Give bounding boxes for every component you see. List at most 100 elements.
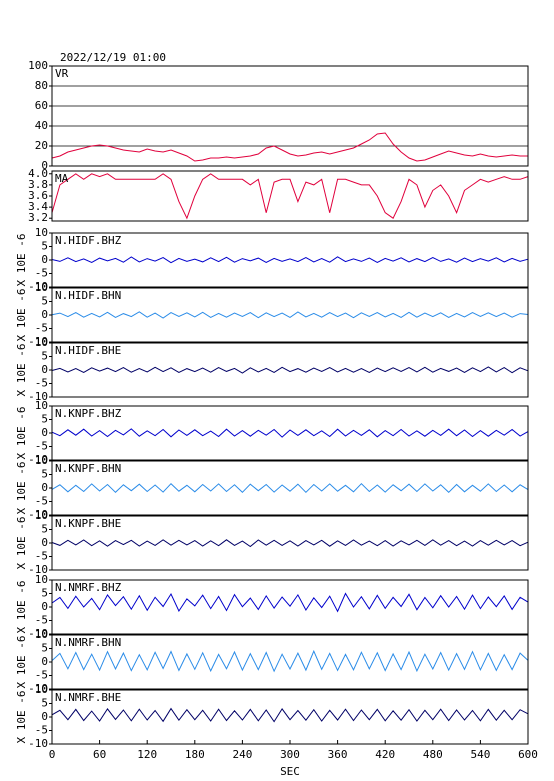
panel-title: VR — [55, 67, 69, 80]
y-tick-label: 0 — [41, 481, 48, 494]
panel-title: N.HIDF.BHZ — [55, 234, 122, 247]
y-tick-label: -10 — [28, 682, 48, 695]
panel-frame — [51, 342, 529, 398]
y-tick-label: -10 — [28, 508, 48, 521]
panel-title: N.KNPF.BHE — [55, 517, 121, 530]
panel-title: N.NMRF.BHZ — [55, 581, 122, 594]
y-tick-label: 40 — [35, 119, 48, 132]
y-tick-label: -5 — [35, 550, 48, 563]
y-tick-label: 0 — [41, 655, 48, 668]
y-tick-label: 10 — [35, 399, 48, 412]
y-axis-label: X 10E -6 — [15, 462, 28, 515]
y-tick-label: 3.2 — [28, 211, 48, 224]
panel-frame — [51, 634, 529, 690]
y-axis-label: X 10E -6 — [15, 289, 28, 342]
y-axis-label: X 10E -6 — [15, 691, 28, 744]
panel-title: N.KNPF.BHN — [55, 462, 121, 475]
y-tick-label: -10 — [28, 390, 48, 403]
y-tick-label: 5 — [41, 295, 48, 308]
y-tick-label: 0 — [41, 308, 48, 321]
y-tick-label: 0 — [41, 159, 48, 172]
y-tick-label: 5 — [41, 240, 48, 253]
y-tick-label: -5 — [35, 669, 48, 682]
panel-frame — [51, 65, 529, 167]
x-tick-label: 60 — [93, 748, 106, 761]
y-tick-label: 10 — [35, 573, 48, 586]
y-tick-label: 0 — [41, 363, 48, 376]
y-tick-label: 10 — [35, 683, 48, 696]
y-tick-label: 3.8 — [28, 178, 48, 191]
y-tick-label: -5 — [35, 724, 48, 737]
y-tick-label: -5 — [35, 614, 48, 627]
y-tick-label: -10 — [28, 453, 48, 466]
y-tick-label: 5 — [41, 697, 48, 710]
x-tick-label: 540 — [470, 748, 490, 761]
data-line — [51, 592, 529, 613]
y-axis-label: X 10E -6 — [15, 517, 28, 570]
y-axis-label: X 10E -6 — [15, 581, 28, 634]
panel-frame — [51, 405, 529, 461]
data-line — [51, 707, 529, 723]
data-line — [51, 311, 529, 319]
x-tick-label: 0 — [49, 748, 56, 761]
y-tick-label: -5 — [35, 377, 48, 390]
panel-frame — [51, 170, 529, 222]
y-tick-label: 0 — [41, 536, 48, 549]
y-tick-label: 5 — [41, 642, 48, 655]
data-line — [51, 132, 528, 162]
x-tick-label: 420 — [375, 748, 395, 761]
x-tick-label: 360 — [328, 748, 348, 761]
y-tick-label: -10 — [28, 563, 48, 576]
y-tick-label: 0 — [41, 253, 48, 266]
data-line — [51, 366, 529, 374]
x-tick-label: 600 — [518, 748, 538, 761]
y-tick-label: -5 — [35, 495, 48, 508]
y-tick-label: 10 — [35, 509, 48, 522]
y-axis-label: X 10E -6 — [15, 344, 28, 397]
y-tick-label: -10 — [28, 627, 48, 640]
x-tick-label: 120 — [137, 748, 157, 761]
data-line — [51, 173, 529, 220]
data-line — [51, 539, 529, 548]
y-tick-label: -10 — [28, 737, 48, 750]
y-tick-label: 0 — [41, 426, 48, 439]
x-tick-label: 300 — [280, 748, 300, 761]
x-tick-label: 240 — [232, 748, 252, 761]
panel-title: N.KNPF.BHZ — [55, 407, 122, 420]
data-line — [51, 482, 529, 494]
y-tick-label: -10 — [28, 335, 48, 348]
panel-title: N.NMRF.BHE — [55, 691, 121, 704]
y-tick-label: 5 — [41, 587, 48, 600]
data-line — [51, 256, 529, 264]
x-tick-label: 480 — [423, 748, 443, 761]
y-tick-label: 0 — [41, 710, 48, 723]
y-tick-label: 10 — [35, 628, 48, 641]
panel-frame — [51, 232, 529, 288]
panel-frame — [51, 515, 529, 571]
y-axis-label: X 10E -6 — [15, 234, 28, 287]
y-tick-label: 80 — [35, 79, 48, 92]
date-label: 2022/12/19 01:00 — [60, 51, 166, 64]
y-tick-label: 10 — [35, 336, 48, 349]
panel-frame — [51, 689, 529, 745]
y-tick-label: 5 — [41, 523, 48, 536]
y-tick-label: 10 — [35, 281, 48, 294]
y-tick-label: -5 — [35, 267, 48, 280]
y-tick-label: 5 — [41, 468, 48, 481]
y-tick-label: -5 — [35, 322, 48, 335]
y-tick-label: 60 — [35, 99, 48, 112]
panel-frame — [51, 287, 529, 343]
y-tick-label: 100 — [28, 59, 48, 72]
y-tick-label: 10 — [35, 226, 48, 239]
y-tick-label: 3.6 — [28, 189, 48, 202]
y-tick-label: 4.0 — [28, 167, 48, 180]
data-line — [51, 649, 529, 673]
y-tick-label: 5 — [41, 350, 48, 363]
panel-title: N.HIDF.BHN — [55, 289, 121, 302]
y-tick-label: 3.4 — [28, 200, 48, 213]
data-line — [51, 428, 529, 438]
x-axis-label: SEC — [280, 765, 300, 778]
panel-title: N.NMRF.BHN — [55, 636, 121, 649]
y-tick-label: -10 — [28, 280, 48, 293]
